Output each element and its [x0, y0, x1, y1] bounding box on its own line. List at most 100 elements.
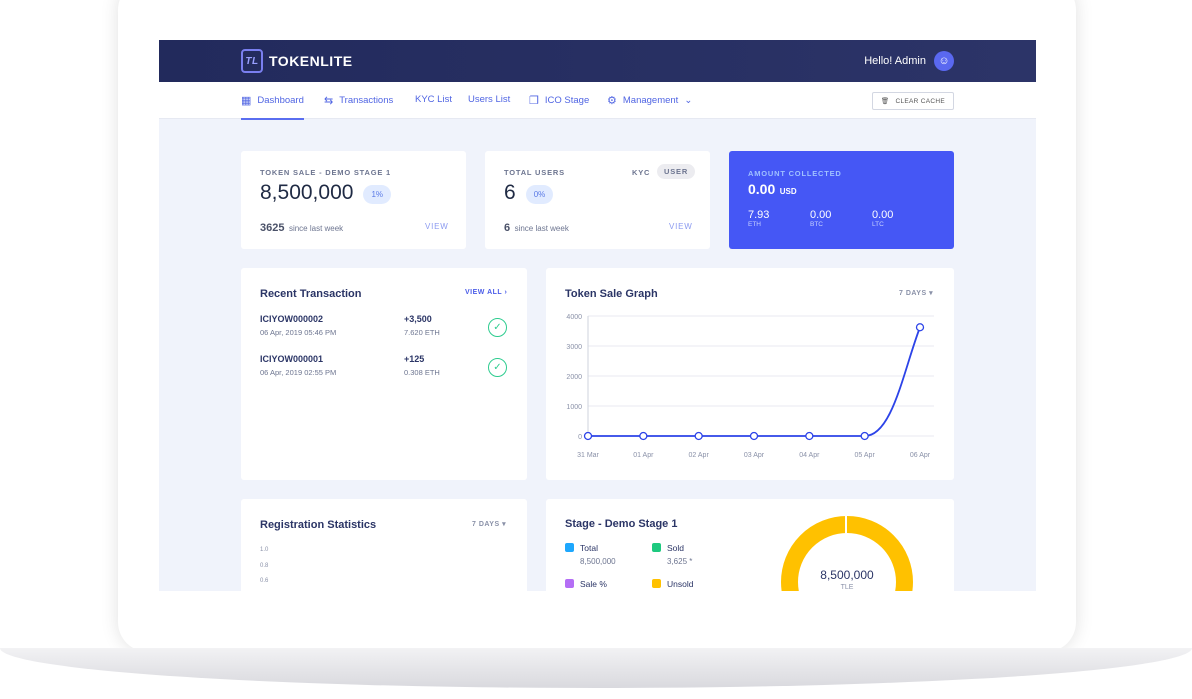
- logo[interactable]: TL TOKENLITE: [241, 49, 353, 73]
- btc-value: 0.00: [810, 209, 832, 221]
- legend-value: 8,500,000: [580, 557, 616, 566]
- donut-unit: TLE: [840, 584, 854, 591]
- coins-icon: ❐: [529, 95, 539, 107]
- range-label: 7 DAYS: [899, 290, 927, 297]
- recent-transaction-card: Recent Transaction VIEW ALL › ICIYOW0000…: [241, 268, 527, 480]
- legend-label: Sold: [667, 543, 685, 553]
- card-title: Recent Transaction: [260, 288, 362, 300]
- view-link[interactable]: VIEW: [669, 222, 693, 231]
- amount-unit: USD: [779, 187, 797, 196]
- data-point: [860, 431, 869, 441]
- y-tick-label: 4000: [566, 314, 582, 321]
- swatch: [652, 543, 661, 552]
- chevron-right-icon: ›: [504, 289, 508, 296]
- range-dropdown[interactable]: 7 DAYS ▾: [472, 521, 507, 528]
- data-point: [749, 431, 759, 441]
- tab-label: Dashboard: [257, 95, 304, 106]
- y-tick: 0.6: [260, 578, 269, 584]
- gear-icon: ⚙: [607, 95, 617, 107]
- legend-value: 3,625 *: [667, 557, 693, 566]
- data-point: [639, 431, 648, 441]
- tab-label: Management: [622, 95, 679, 106]
- transaction-row[interactable]: ICIYOW000001 06 Apr, 2019 02:55 PM: [260, 354, 336, 377]
- tab-label: Transactions: [339, 95, 394, 106]
- tx-id: ICIYOW000001: [260, 354, 324, 364]
- card-title: Registration Statistics: [260, 519, 377, 531]
- tab-kyc[interactable]: KYC: [632, 168, 651, 177]
- tab-transactions[interactable]: ⇆ Transactions: [324, 94, 393, 107]
- legend-label: Unsold: [667, 579, 694, 589]
- view-link[interactable]: VIEW: [425, 222, 449, 231]
- tx-id: ICIYOW000002: [260, 314, 324, 324]
- card-label: AMOUNT COLLECTED: [748, 169, 842, 178]
- tab-kyc-list[interactable]: KYC List: [415, 94, 452, 105]
- range-label: 7 DAYS: [472, 521, 500, 528]
- ltc-value: 0.00: [872, 209, 894, 221]
- line-chart: 0 1000 2000 3000 4000 31 Mar 01 Apr 02 Apr 03 Ap…: [566, 314, 934, 459]
- total-users-card: TOTAL USERS KYC USER 6 0% 6 since last we…: [485, 151, 710, 249]
- topbar: TL TOKENLITE Hello! Admin ☺: [159, 40, 1036, 82]
- transaction-row[interactable]: ICIYOW000002 06 Apr, 2019 05:46 PM: [260, 314, 336, 337]
- tx-eth: 0.308 ETH: [404, 368, 440, 377]
- legend-total: Total 8,500,000: [565, 543, 616, 566]
- legend-label: Sale %: [580, 579, 607, 589]
- donut-gap: [845, 514, 847, 534]
- ltc-code: LTC: [872, 221, 884, 228]
- logo-text: TOKENLITE: [269, 53, 353, 69]
- data-point: [915, 323, 925, 332]
- view-all-label: VIEW ALL: [465, 289, 503, 296]
- tx-date: 06 Apr, 2019 02:55 PM: [260, 368, 337, 377]
- logo-icon: TL: [241, 49, 263, 73]
- tx-amount: +3,500: [404, 314, 432, 324]
- amount-collected-card: AMOUNT COLLECTED 0.00 USD 7.93 ETH 0.00 BT…: [729, 151, 954, 249]
- since-value: 3625: [260, 222, 285, 234]
- range-dropdown[interactable]: 7 DAYS ▾: [899, 290, 934, 297]
- greeting: Hello! Admin: [864, 55, 926, 67]
- data-point: [583, 431, 593, 441]
- donut-value: 8,500,000: [820, 568, 874, 582]
- swatch: [565, 543, 574, 552]
- data-point: [805, 431, 814, 441]
- chevron-down-icon: ⌄: [684, 95, 693, 106]
- tab-dashboard[interactable]: ▦ Dashboard: [241, 94, 304, 120]
- amount-value: 0.00: [748, 181, 776, 197]
- x-tick-label: 03 Apr: [744, 452, 765, 459]
- view-all-link[interactable]: VIEW ALL ›: [465, 289, 507, 296]
- tx-date: 06 Apr, 2019 05:46 PM: [260, 328, 337, 337]
- y-tick-label: 0: [578, 434, 582, 441]
- y-tick-label: 3000: [566, 344, 582, 351]
- clear-cache-label: CLEAR CACHE: [895, 97, 945, 105]
- user-menu[interactable]: Hello! Admin ☺: [864, 51, 954, 71]
- percent-badge: 0%: [525, 185, 554, 205]
- tx-eth: 7.620 ETH: [404, 328, 440, 337]
- swatch: [652, 579, 661, 588]
- btc-code: BTC: [810, 221, 823, 228]
- since-value: 6: [504, 222, 511, 234]
- arrows-icon: ⇆: [324, 95, 334, 107]
- x-tick-label: 06 Apr: [910, 452, 931, 459]
- tab-label: ICO Stage: [544, 95, 590, 106]
- clear-cache-button[interactable]: 🗑 CLEAR CACHE: [871, 92, 954, 110]
- y-tick: 0.8: [260, 562, 269, 569]
- laptop-base: [0, 648, 1192, 688]
- check-icon: ✓: [488, 358, 507, 377]
- since-text: since last week: [288, 224, 344, 233]
- tab-ico-stage[interactable]: ❐ ICO Stage: [529, 94, 589, 107]
- tx-amount: +125: [404, 354, 425, 364]
- x-tick-label: 01 Apr: [633, 452, 654, 459]
- y-tick-label: 1000: [566, 404, 582, 411]
- legend-sold: Sold 3,625 *: [652, 543, 692, 566]
- registration-statistics-card: Registration Statistics 7 DAYS ▾ 1.0 0.8…: [241, 499, 527, 591]
- data-point: [694, 431, 703, 441]
- screen: TL TOKENLITE Hello! Admin ☺ ▦ Dashboard ⇆ Tr…: [159, 40, 1036, 591]
- x-tick-label: 04 Apr: [799, 452, 820, 459]
- eth-code: ETH: [748, 221, 761, 228]
- user-icon: ☺: [934, 51, 954, 71]
- tab-user[interactable]: USER: [657, 164, 696, 179]
- y-tick-label: 2000: [566, 374, 582, 381]
- tab-users-list[interactable]: Users List: [468, 94, 510, 105]
- token-sale-value: 8,500,000: [260, 181, 354, 204]
- card-title: Stage - Demo Stage 1: [565, 518, 678, 530]
- tab-management[interactable]: ⚙ Management ⌄: [607, 94, 692, 107]
- card-label: TOKEN SALE - DEMO STAGE 1: [260, 168, 391, 177]
